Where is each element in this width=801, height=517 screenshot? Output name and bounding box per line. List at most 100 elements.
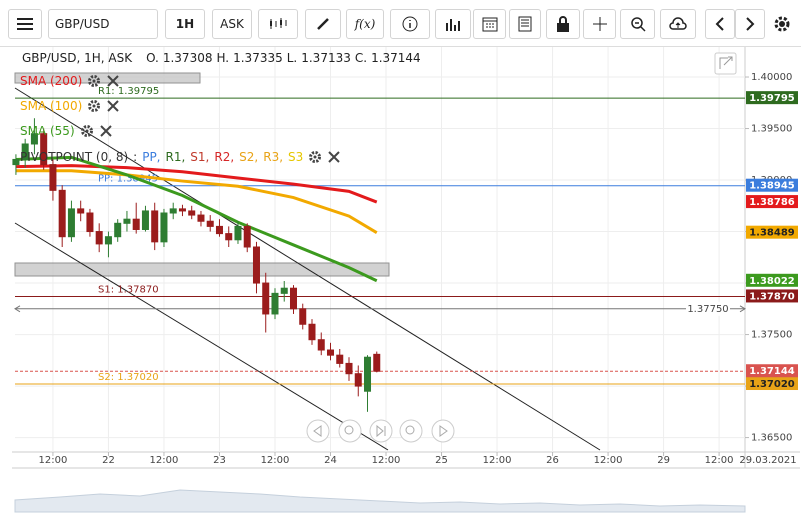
candle-body xyxy=(289,287,297,310)
pivot-legend-item: PP, xyxy=(142,150,161,164)
end-date: 29.03.2021 xyxy=(739,455,796,466)
pivot-legend-item: S3 xyxy=(288,150,304,164)
pivot-legend-item: R3, xyxy=(263,150,284,164)
timeframe-button[interactable]: 1H xyxy=(165,9,205,39)
icon xyxy=(17,18,33,30)
symbol: GBP/USD xyxy=(55,17,110,31)
upload-button[interactable] xyxy=(660,9,696,39)
candle-body xyxy=(336,354,344,364)
icon xyxy=(630,17,646,32)
price-box-label: 1.38786 xyxy=(749,197,795,208)
nav-buttons xyxy=(306,419,455,443)
x-tick-label: 23 xyxy=(213,455,226,466)
x-tick-label: 25 xyxy=(435,455,448,466)
price-box-label: 1.37870 xyxy=(749,291,795,302)
icon xyxy=(557,16,569,32)
zoom-out-button[interactable] xyxy=(338,419,362,443)
icon xyxy=(313,425,322,437)
candle-body xyxy=(354,373,362,387)
channel-line xyxy=(14,222,389,451)
draw-button[interactable] xyxy=(305,9,341,39)
ohlc-label: O. xyxy=(146,51,159,65)
symbol-input[interactable]: GBP/USD xyxy=(48,9,158,39)
reset-button[interactable] xyxy=(369,419,393,443)
x-tick-label: 12:00 xyxy=(483,455,512,466)
icon xyxy=(376,424,386,438)
calendar-button[interactable] xyxy=(473,9,506,39)
legend-icons[interactable] xyxy=(87,74,121,88)
drawings xyxy=(14,72,601,451)
candle-body xyxy=(206,220,214,227)
candle-body xyxy=(104,236,112,245)
scroll-right-button[interactable] xyxy=(431,419,455,443)
legend-label: SMA (100) xyxy=(20,99,83,113)
candle-body xyxy=(326,349,335,356)
icon xyxy=(344,425,354,435)
scroll-left-button[interactable] xyxy=(306,419,330,443)
legend-icons[interactable] xyxy=(308,150,342,164)
function-button[interactable]: f(x) xyxy=(346,9,384,39)
legend-icons[interactable] xyxy=(80,124,114,138)
pivot-legend-item: R1, xyxy=(165,150,186,164)
legend-label: SMA (55) xyxy=(20,124,75,138)
back-button[interactable] xyxy=(705,9,735,39)
close-icon xyxy=(328,151,341,163)
lock-button[interactable] xyxy=(546,9,580,39)
candle-body xyxy=(373,353,381,372)
icon xyxy=(446,19,460,31)
pivot-legend-item: S2, xyxy=(239,150,259,164)
close-icon xyxy=(107,100,119,112)
candle-body xyxy=(114,222,122,238)
export-icon[interactable] xyxy=(714,52,737,75)
candle-body xyxy=(58,189,66,238)
chart-type-button[interactable] xyxy=(258,9,298,39)
zoom-in-button[interactable] xyxy=(399,419,423,443)
info-button[interactable] xyxy=(390,9,430,39)
candle-body xyxy=(188,210,196,216)
candle-body xyxy=(271,292,279,315)
candle-body xyxy=(252,246,260,284)
x-tick-label: 22 xyxy=(102,455,115,466)
ohlc-label: H. xyxy=(216,51,230,65)
y-tick-label: 1.40000 xyxy=(751,72,792,83)
indicators-button[interactable] xyxy=(435,9,471,39)
candle-body xyxy=(49,164,57,191)
candle-body xyxy=(30,133,38,145)
price-side-button[interactable]: ASK xyxy=(212,9,252,39)
pivot-label: S2: 1.37020 xyxy=(98,372,159,383)
legend-item: SMA (55) xyxy=(20,124,114,138)
icon xyxy=(405,425,415,435)
zone-rect xyxy=(14,262,390,277)
candle-body xyxy=(308,323,316,341)
zoom-button[interactable] xyxy=(620,9,655,39)
candle-body xyxy=(234,225,242,241)
candle-body xyxy=(225,233,233,241)
chart-title: GBP/USD, 1H, ASK xyxy=(22,51,133,65)
chart-background xyxy=(12,46,800,516)
price-box xyxy=(746,377,798,391)
news-button[interactable] xyxy=(509,9,541,39)
menu-button[interactable] xyxy=(8,9,42,39)
forward-button[interactable] xyxy=(735,9,765,39)
x-tick-label: 24 xyxy=(324,455,337,466)
price-box xyxy=(746,178,798,192)
sma-line xyxy=(15,164,378,204)
x-tick-label: 12:00 xyxy=(150,455,179,466)
legend-icons[interactable] xyxy=(87,99,121,113)
sma-line xyxy=(15,155,378,283)
pivot-label: PP: 1.38945 xyxy=(98,174,158,185)
price-box xyxy=(746,364,798,378)
navigator-area xyxy=(14,489,746,513)
legend-label: SMA (200) xyxy=(20,74,83,88)
ohlc-label: L. xyxy=(286,51,298,65)
candle-body xyxy=(12,158,20,166)
gear-icon xyxy=(88,75,101,87)
crosshair-button[interactable] xyxy=(583,9,616,39)
gear-icon xyxy=(85,129,89,133)
price-box-label: 1.37144 xyxy=(749,366,795,377)
icon xyxy=(669,17,687,30)
icon xyxy=(439,425,448,437)
settings-button[interactable] xyxy=(768,9,796,39)
y-tick-label: 1.39500 xyxy=(751,124,792,135)
